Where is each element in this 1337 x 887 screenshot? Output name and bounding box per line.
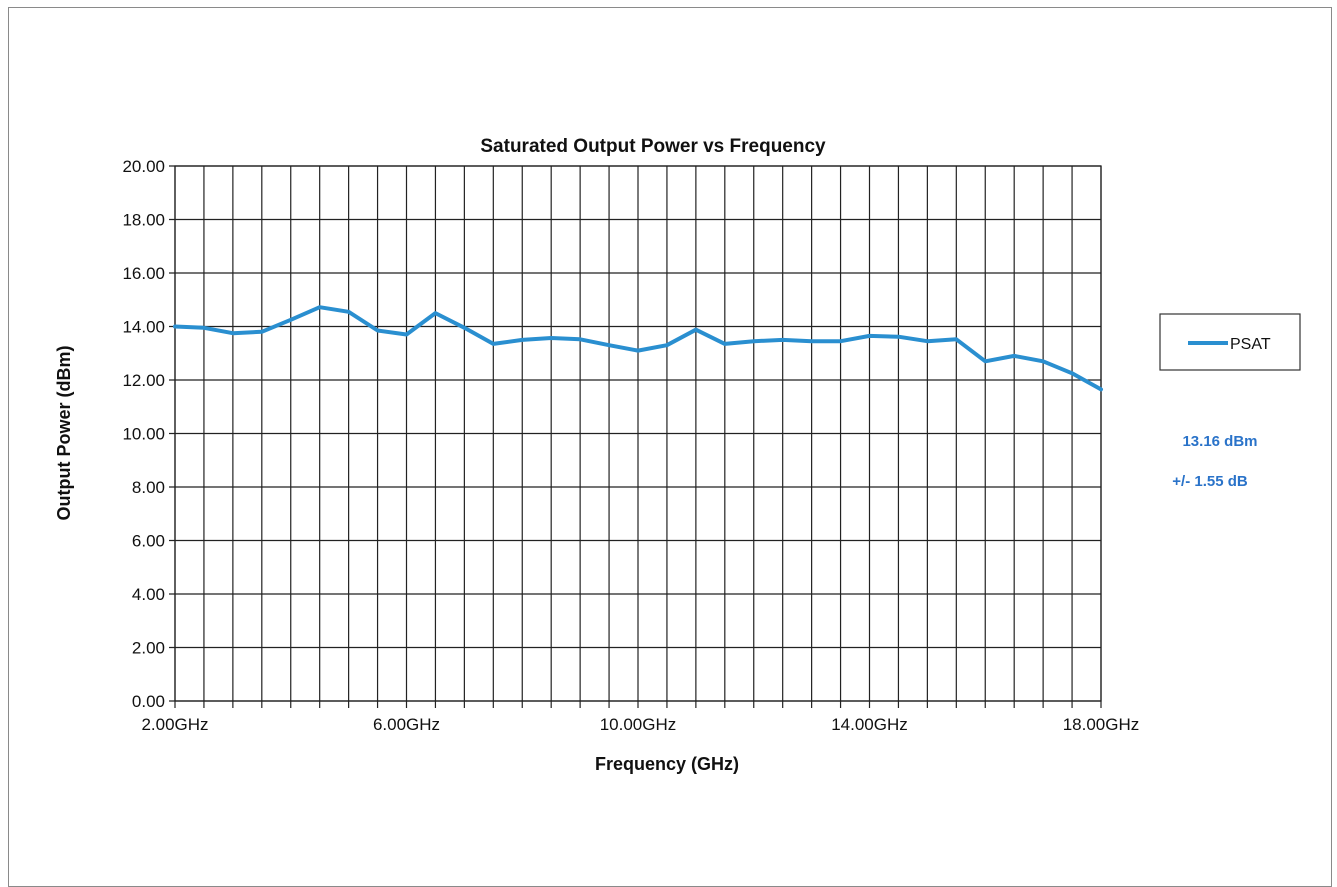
y-tick-label: 8.00 [132, 478, 165, 497]
y-tick-label: 12.00 [122, 371, 165, 390]
y-tick-label: 0.00 [132, 692, 165, 711]
x-tick-label: 6.00GHz [373, 715, 440, 734]
x-tick-label: 14.00GHz [831, 715, 908, 734]
x-axis-ticks: 2.00GHz 6.00GHz 10.00GHz 14.00GHz 18.00GHz [141, 715, 1139, 734]
annotation-variation: +/- 1.55 dB [1172, 473, 1248, 490]
y-tick-label: 14.00 [122, 318, 165, 337]
series-line-psat [173, 305, 1103, 392]
x-tick-label: 18.00GHz [1063, 715, 1140, 734]
chart-title: Saturated Output Power vs Frequency [480, 136, 826, 157]
x-tick-label: 2.00GHz [141, 715, 208, 734]
y-axis-title: Output Power (dBm) [54, 346, 74, 521]
legend-box [1159, 313, 1301, 371]
x-axis-title: Frequency (GHz) [595, 754, 739, 774]
y-tick-label: 20.00 [122, 157, 165, 176]
annotation-mean: 13.16 dBm [1182, 433, 1257, 450]
y-tick-label: 16.00 [122, 264, 165, 283]
y-tick-label: 18.00 [122, 211, 165, 230]
legend: PSAT [1159, 313, 1301, 371]
series-layer [173, 305, 1103, 392]
y-tick-label: 6.00 [132, 532, 165, 551]
x-tick-label: 10.00GHz [600, 715, 677, 734]
y-tick-label: 4.00 [132, 585, 165, 604]
y-tick-label: 2.00 [132, 639, 165, 658]
grid [169, 165, 1102, 708]
y-tick-label: 10.00 [122, 425, 165, 444]
y-axis-ticks: 0.00 2.00 4.00 6.00 8.00 10.00 12.00 14.00 16.00… [122, 157, 165, 711]
legend-label-psat: PSAT [1230, 336, 1271, 353]
plot-area [174, 165, 1102, 702]
